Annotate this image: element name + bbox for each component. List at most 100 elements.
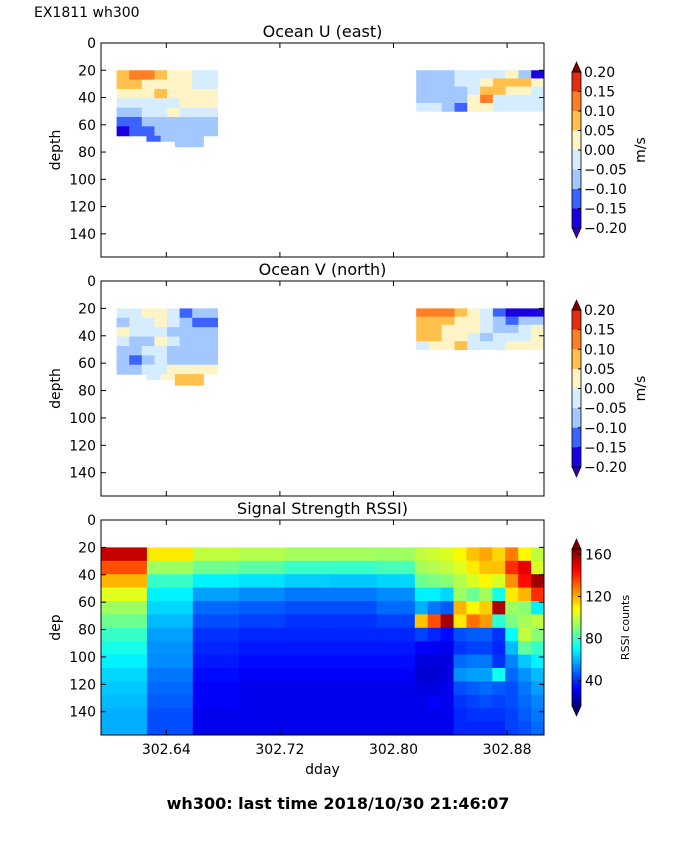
heatmap-cell [284, 587, 332, 602]
heatmap-cell [427, 668, 442, 682]
heatmap-cell [192, 614, 240, 629]
heatmap-cell [192, 721, 240, 735]
heatmap-cell [284, 560, 332, 575]
heatmap-cell [453, 668, 468, 682]
heatmap-cell [466, 708, 480, 723]
heatmap-cell [518, 668, 532, 682]
heatmap-cell [141, 308, 156, 319]
heatmap-cell [101, 547, 148, 562]
y-axis-label: dep [48, 614, 64, 641]
heatmap-cell [414, 721, 429, 735]
subplot-1: Ocean U (east) 0 20 40 60 80 100 120 140 depth 0.2… [48, 22, 649, 258]
heatmap-cell [238, 668, 286, 682]
heatmap-cell [129, 364, 143, 375]
colorbar-segment [572, 666, 581, 670]
colorbar-segment [572, 569, 581, 574]
colorbar-segment [572, 606, 581, 610]
heatmap-cell [505, 78, 520, 88]
heatmap-cell [492, 668, 506, 682]
heatmap-cell [453, 614, 468, 629]
heatmap-cell [441, 94, 456, 104]
heatmap-cell [204, 107, 219, 118]
heatmap-cell [154, 345, 168, 356]
heatmap-cell [467, 86, 481, 96]
heatmap-cell [492, 627, 506, 642]
heatmap-cell [141, 107, 156, 118]
heatmap-cell [330, 627, 378, 642]
heatmap-cell [330, 587, 378, 602]
heatmap-cell [467, 70, 481, 80]
heatmap-cell [129, 345, 143, 356]
heatmap-cell [531, 102, 544, 112]
heatmap-cell [416, 94, 430, 104]
heatmap-cell [101, 627, 148, 642]
heatmap-cell [192, 560, 240, 575]
heatmap-cell [146, 708, 194, 723]
heatmap-cell [414, 614, 429, 629]
heatmap-cell [454, 341, 468, 351]
heatmap-cell [284, 627, 332, 642]
heatmap-cell [192, 627, 240, 642]
heatmap-cell [376, 681, 423, 696]
heatmap-cell [129, 317, 143, 328]
heatmap-cell [466, 641, 480, 656]
heatmap-cell [531, 70, 544, 80]
heatmap-cell [179, 70, 193, 81]
heatmap-cell [330, 600, 378, 615]
heatmap-cell [192, 345, 206, 356]
heatmap-cell [238, 721, 286, 735]
heatmap-cell [330, 560, 378, 575]
heatmap-cell [179, 364, 193, 375]
heatmap-cell [154, 355, 168, 366]
heatmap-cell [116, 88, 130, 99]
heatmap-cell [416, 78, 430, 88]
heatmap-cell [505, 70, 520, 80]
heatmap-cell [440, 560, 455, 575]
heatmap-cell [238, 574, 286, 589]
heatmap-cell [238, 681, 286, 696]
heatmap-cell [454, 102, 468, 112]
heatmap-cell [505, 547, 519, 562]
colorbar-segment [572, 575, 581, 579]
heatmap-cell [376, 600, 423, 615]
heatmap-cell [167, 116, 181, 127]
heatmap-cell [480, 308, 494, 318]
heatmap-cell [146, 668, 194, 682]
heatmap-cell [174, 135, 190, 148]
heatmap-cell [414, 547, 429, 562]
heatmap-cell [146, 694, 194, 709]
heatmap-cell [179, 98, 193, 109]
heatmap-cell [440, 627, 455, 642]
heatmap-cell [101, 641, 148, 656]
heatmap-cell [330, 574, 378, 589]
heatmap-cell [141, 317, 156, 328]
heatmap-cell [179, 355, 193, 366]
heatmap-cell [466, 681, 480, 696]
heatmap-cell [284, 668, 332, 682]
heatmap-cell [531, 668, 544, 682]
y-tick-label: 140 [69, 466, 96, 482]
heatmap-cell [167, 308, 181, 319]
heatmap-cell [146, 721, 194, 735]
heatmap-cell [192, 668, 240, 682]
heatmap-cell [441, 70, 456, 80]
colorbar-tick-label: 0.05 [584, 362, 615, 378]
colorbar-segment [572, 671, 581, 676]
heatmap-cell [531, 627, 544, 642]
colorbar-segment [572, 596, 581, 600]
figure-suptitle: EX1811 wh300 [34, 5, 140, 21]
colorbar-segment [572, 698, 581, 702]
heatmap-cell [174, 374, 190, 386]
heatmap-cell [146, 135, 162, 142]
heatmap-cell [466, 587, 480, 602]
heatmap-cell [505, 694, 519, 709]
heatmap-cell [141, 98, 156, 109]
heatmap-cell [479, 681, 493, 696]
heatmap-cell [480, 341, 494, 351]
colorbar-segment [572, 567, 581, 571]
heatmap-cell [284, 600, 332, 615]
heatmap-cell [284, 694, 332, 709]
heatmap-cell [192, 681, 240, 696]
heatmap-cell [453, 560, 468, 575]
heatmap-cell [518, 547, 532, 562]
